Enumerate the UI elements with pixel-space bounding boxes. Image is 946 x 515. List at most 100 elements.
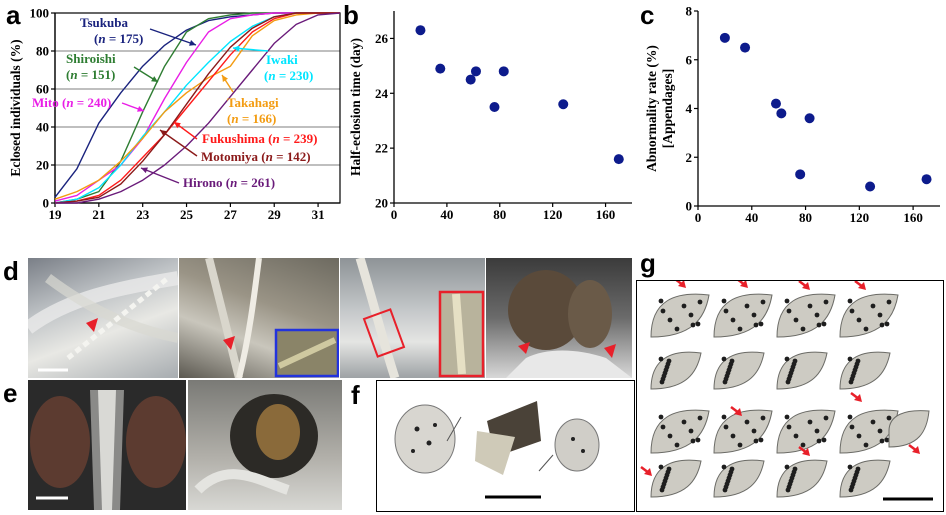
- red-arrowhead-icon: [912, 446, 920, 454]
- wing-specimen: [839, 409, 899, 454]
- wing-spot: [886, 415, 892, 421]
- wing-specimen: [713, 351, 765, 390]
- wing-spot: [760, 299, 766, 305]
- wing-specimen: [776, 409, 836, 454]
- series-name-tsukuba: Tsukuba: [80, 15, 128, 30]
- wing-spot: [730, 317, 736, 323]
- wing-spot: [792, 466, 798, 472]
- wing-spot: [814, 312, 820, 318]
- series-count-tsukuba: (n = 175): [94, 31, 143, 46]
- y-axis-label: Eclosed individuals (%): [8, 39, 23, 176]
- wing-spot: [816, 438, 822, 444]
- wing-shape: [839, 351, 891, 390]
- series-pointer-head-motomiya: [160, 130, 167, 137]
- wing-spot: [744, 303, 750, 309]
- photo-d2-leg-joint: [179, 258, 339, 378]
- y-tick-label: 22: [375, 141, 388, 156]
- y-axis-label: [Appendages]: [660, 69, 675, 149]
- wing-specimen: [713, 293, 773, 338]
- panel-label-c: c: [640, 0, 655, 30]
- series-pointer-head-tsukuba: [189, 40, 196, 46]
- red-box-small: [362, 308, 406, 358]
- series-line-hirono: [55, 12, 341, 204]
- wing-spot: [690, 438, 696, 444]
- wing-specimen: [713, 459, 765, 498]
- wing-spot: [658, 298, 664, 304]
- chart-b-half-eclosion-scatter: 0408012016020222426Distance from the NPP…: [348, 11, 632, 222]
- wing-spot: [877, 428, 883, 434]
- wing-spot: [666, 466, 672, 472]
- wing-spot: [697, 415, 703, 421]
- photo-d2-drawing: [205, 258, 339, 378]
- wing-spot: [823, 415, 829, 421]
- wing-shape: [713, 409, 773, 454]
- series-pointer-head-fukushima: [174, 122, 181, 129]
- series-pointer-head-shiroishi: [151, 76, 158, 82]
- wing-spot: [667, 317, 673, 323]
- red-arrowhead-icon: [518, 342, 530, 354]
- wing-spot: [688, 428, 694, 434]
- y-tick-label: 8: [686, 4, 693, 19]
- wing-spot: [723, 308, 729, 314]
- wing-spot: [737, 442, 743, 448]
- wing-spot: [807, 419, 813, 425]
- wing-spot: [660, 424, 666, 430]
- wing-spot: [758, 437, 764, 443]
- panel-label-b: b: [343, 0, 359, 30]
- x-tick-label: 120: [850, 210, 870, 222]
- scatter-point: [613, 154, 624, 165]
- wing-spot: [751, 428, 757, 434]
- photo-d4-head-eyes: [486, 258, 632, 378]
- wing-shape: [839, 459, 891, 498]
- photo-d4-drawing: [506, 270, 632, 378]
- y-tick-label: 0: [43, 196, 50, 211]
- scatter-point: [558, 99, 569, 110]
- wing-spot: [800, 442, 806, 448]
- x-tick-label: 40: [745, 210, 758, 222]
- x-tick-label: 21: [92, 207, 105, 222]
- y-tick-label: 24: [375, 86, 389, 101]
- wing-shape: [650, 459, 702, 498]
- wing-shape: [650, 293, 710, 338]
- x-tick-label: 29: [268, 207, 282, 222]
- wing-spot: [721, 464, 727, 470]
- scatter-point: [489, 102, 500, 112]
- wing-shape: [776, 409, 836, 454]
- series-count-takahagi: (n = 166): [227, 111, 276, 126]
- x-tick-label: 25: [180, 207, 194, 222]
- wing-specimen: [839, 351, 891, 390]
- photo-f-drawing: [394, 401, 600, 499]
- y-tick-label: 20: [375, 196, 388, 211]
- wing-spot: [849, 424, 855, 430]
- scatter-point: [795, 169, 806, 180]
- red-arrowhead-icon: [802, 448, 810, 456]
- wing-spot: [730, 433, 736, 439]
- y-axis-label: Abnormality rate (%): [644, 45, 659, 172]
- x-tick-label: 0: [695, 210, 702, 222]
- wing-spot: [723, 424, 729, 430]
- wing-specimen: [713, 409, 773, 454]
- wing-spot: [884, 321, 890, 327]
- series-name-takahagi: Takahagi: [227, 95, 279, 110]
- wing-shape: [776, 293, 836, 338]
- wing-spot: [697, 299, 703, 305]
- x-tick-label: 80: [493, 207, 506, 222]
- panel-label-d: d: [3, 256, 19, 286]
- series-pointer-tsukuba: [149, 28, 197, 46]
- series-label-takahagi: Takahagi: [227, 95, 279, 110]
- wing-shape: [650, 351, 702, 390]
- wing-spot: [729, 466, 735, 472]
- series-pointer-head-iwaki: [233, 45, 240, 52]
- wing-spot: [690, 322, 696, 328]
- wing-spot: [681, 419, 687, 425]
- wing-spot: [849, 308, 855, 314]
- wing-spot: [721, 356, 727, 362]
- scatter-point: [435, 63, 446, 74]
- photo-e2-head-side: [188, 380, 342, 510]
- scatter-point: [776, 108, 787, 119]
- series-pointer-head-takahagi: [222, 75, 228, 82]
- wing-specimen: [650, 409, 710, 454]
- wing-spot: [753, 322, 759, 328]
- wing-spot: [681, 303, 687, 309]
- red-arrowhead-icon: [678, 280, 686, 288]
